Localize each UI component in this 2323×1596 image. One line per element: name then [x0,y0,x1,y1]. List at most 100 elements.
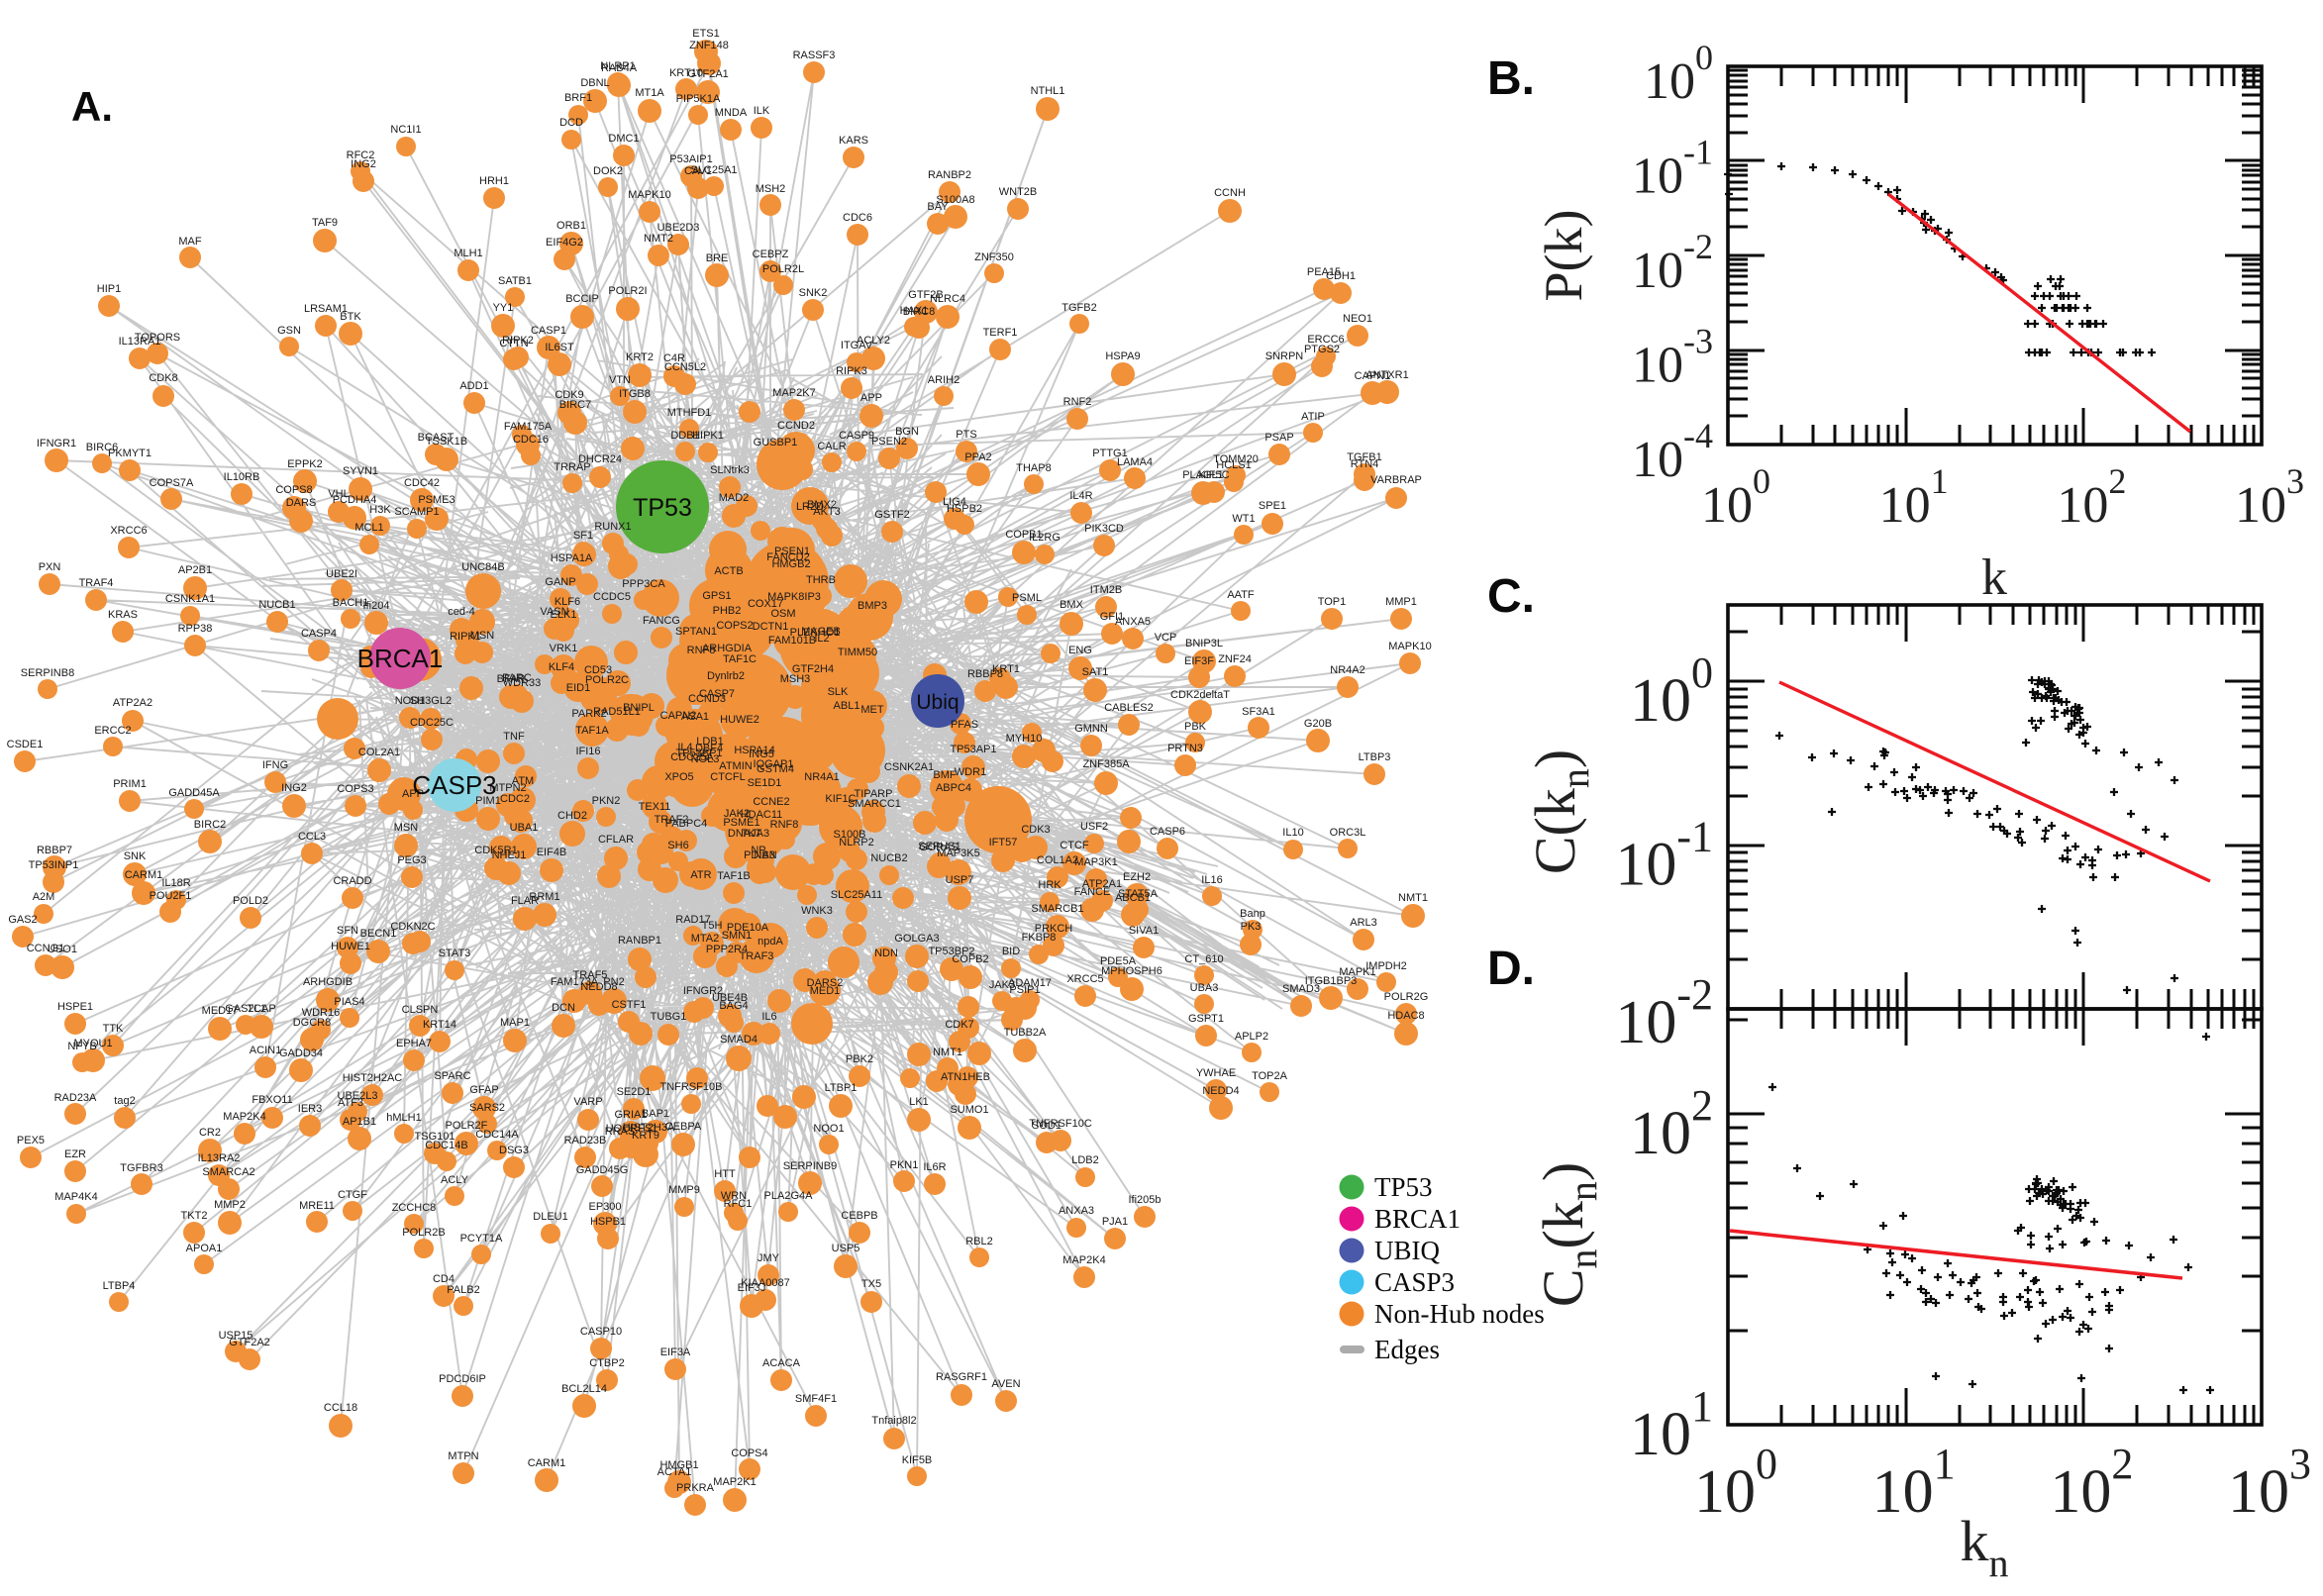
svg-text:USF2: USF2 [1080,821,1108,833]
svg-text:CCND3: CCND3 [688,693,726,705]
svg-text:BTK: BTK [340,311,361,323]
svg-text:CSNK1A1: CSNK1A1 [165,593,215,605]
svg-text:TGFB1: TGFB1 [1347,451,1381,463]
svg-text:ETS1: ETS1 [692,28,720,40]
svg-text:PEX5: PEX5 [17,1135,45,1147]
svg-text:GADD45A: GADD45A [168,787,220,799]
svg-text:GADD45G: GADD45G [576,1164,629,1176]
svg-text:ATR: ATR [690,869,711,881]
svg-text:DARS2: DARS2 [807,977,844,989]
svg-text:ING2: ING2 [351,158,376,170]
svg-text:H3K: H3K [369,504,391,516]
svg-text:MPHOSPH6: MPHOSPH6 [1101,965,1162,977]
svg-text:SATB1: SATB1 [498,275,532,287]
svg-text:CD4: CD4 [433,1273,454,1285]
svg-text:NC1I1: NC1I1 [390,124,421,136]
svg-text:C(kn): C(kn) [1523,749,1597,874]
svg-text:POLR2I: POLR2I [608,285,647,297]
svg-text:MTA2: MTA2 [691,933,720,945]
svg-text:RNF8: RNF8 [770,819,799,831]
svg-text:MRE11: MRE11 [299,1200,335,1212]
svg-text:GAS2L1: GAS2L1 [225,1003,266,1015]
svg-text:PSIP1: PSIP1 [1009,984,1040,996]
svg-text:VCP: VCP [1155,632,1177,644]
svg-text:CASP3: CASP3 [1374,1267,1455,1297]
svg-text:COL2A1: COL2A1 [358,747,400,758]
svg-text:CARM1: CARM1 [125,869,163,881]
svg-text:HAX1: HAX1 [900,305,929,317]
svg-text:KARS: KARS [839,135,868,147]
svg-text:MMP1: MMP1 [1385,596,1417,608]
svg-text:POLR2G: POLR2G [1384,991,1429,1003]
svg-text:EID1: EID1 [566,682,590,694]
svg-text:HIST2H3A: HIST2H3A [623,1122,675,1134]
svg-text:SE2D1: SE2D1 [617,1086,652,1098]
svg-text:SPARC: SPARC [434,1070,470,1082]
svg-text:WNK3: WNK3 [801,905,833,917]
svg-text:LTBP3: LTBP3 [1359,751,1391,763]
svg-text:SFN: SFN [337,925,358,937]
svg-text:ADAM17: ADAM17 [1008,977,1052,989]
svg-text:COX17: COX17 [748,598,783,610]
svg-text:kn: kn [1961,1509,2009,1585]
svg-text:THAP8: THAP8 [1016,462,1051,474]
svg-text:CDK2deltaT: CDK2deltaT [1170,689,1230,701]
svg-text:TAF1A: TAF1A [575,725,609,737]
svg-text:ACLY2: ACLY2 [857,335,890,347]
svg-text:FANCG: FANCG [643,615,680,627]
svg-text:UBE2I: UBE2I [326,568,357,580]
svg-text:ING5: ING5 [749,748,774,760]
svg-text:LTBP4: LTBP4 [103,1280,136,1292]
svg-text:FANCD2: FANCD2 [766,551,809,563]
svg-text:CDKN2C: CDKN2C [390,921,435,933]
svg-text:GPS1: GPS1 [702,590,731,602]
svg-text:KRT10: KRT10 [669,67,703,79]
svg-text:TSG101: TSG101 [415,1131,455,1143]
svg-text:Tnfaip8l2: Tnfaip8l2 [871,1415,916,1427]
svg-text:RUNX1: RUNX1 [594,521,631,533]
svg-text:MSN: MSN [394,822,419,834]
svg-text:B.: B. [1487,52,1535,105]
svg-text:COPS3: COPS3 [337,783,373,795]
svg-text:BMX2: BMX2 [807,499,837,511]
svg-text:EIF3J: EIF3J [738,1282,766,1294]
svg-text:DOK2: DOK2 [593,165,623,177]
svg-text:PPP2R4: PPP2R4 [706,944,748,955]
svg-text:PIAS4: PIAS4 [334,996,364,1008]
svg-text:RANBP2: RANBP2 [928,169,971,181]
svg-text:GSN: GSN [277,325,301,337]
svg-text:COL1A2: COL1A2 [1037,854,1078,866]
svg-text:AVEN: AVEN [991,1378,1020,1390]
svg-text:TUBG1: TUBG1 [651,1011,687,1023]
svg-text:ZCCHC8: ZCCHC8 [392,1202,437,1214]
svg-text:ABL1: ABL1 [834,700,860,712]
svg-text:IFNGR2: IFNGR2 [683,985,723,997]
svg-text:IL13RA2: IL13RA2 [198,1152,241,1164]
svg-text:ITGB1BP3: ITGB1BP3 [1305,975,1358,987]
svg-text:XRCC5: XRCC5 [1066,973,1103,985]
svg-text:ARIH2: ARIH2 [928,374,960,386]
svg-text:CR2: CR2 [199,1127,221,1139]
svg-text:CABLES2: CABLES2 [1104,702,1154,714]
svg-text:BIRC8: BIRC8 [903,306,935,318]
svg-text:APOA1: APOA1 [186,1243,223,1254]
svg-text:Ifi205b: Ifi205b [1128,1194,1161,1206]
svg-text:IQGAP1: IQGAP1 [754,758,794,770]
svg-text:WNT2B: WNT2B [999,186,1038,198]
svg-text:ATIP: ATIP [1301,411,1325,423]
svg-text:USP7: USP7 [946,874,974,886]
svg-text:ZNF24: ZNF24 [1218,653,1252,665]
svg-text:IL10: IL10 [1282,827,1303,839]
svg-text:BFAR: BFAR [497,673,526,685]
svg-text:ERCC6: ERCC6 [1307,334,1344,346]
svg-text:CDC2: CDC2 [500,793,530,805]
svg-text:IFI16: IFI16 [575,746,600,757]
svg-text:TX5: TX5 [861,1278,881,1290]
svg-text:TRRAP: TRRAP [554,461,590,473]
svg-text:ANXA3: ANXA3 [1059,1205,1094,1217]
svg-text:HMGB2: HMGB2 [771,558,810,570]
svg-text:SAT1: SAT1 [1082,666,1109,678]
svg-text:CCNH: CCNH [1214,187,1246,199]
svg-text:MMP9: MMP9 [668,1184,700,1196]
svg-text:IER3: IER3 [298,1103,322,1115]
